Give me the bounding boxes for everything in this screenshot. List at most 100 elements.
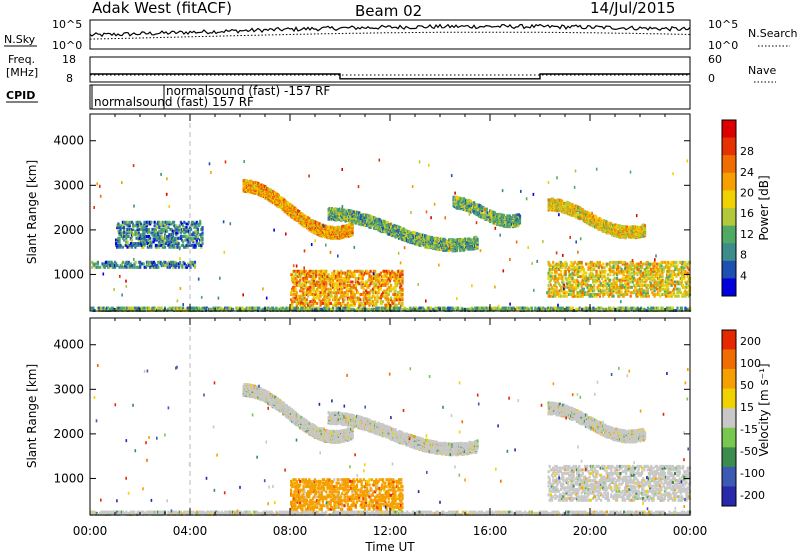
data-cell: [301, 282, 303, 285]
data-cell: [201, 226, 203, 229]
data-cell: [132, 233, 134, 236]
data-cell: [169, 266, 171, 269]
data-cell: [120, 244, 122, 247]
noise-left-label: N.Sky: [4, 33, 36, 46]
data-cell: [126, 240, 128, 243]
data-cell: [197, 228, 199, 231]
cpid-label: CPID: [6, 89, 35, 102]
data-cell: [297, 307, 299, 310]
data-cell: [296, 291, 298, 294]
data-cell: [164, 264, 166, 267]
data-cell: [139, 261, 141, 264]
data-cell: [157, 266, 159, 269]
data-cell: [167, 226, 169, 229]
data-cell: [332, 307, 334, 310]
data-cell: [183, 221, 185, 224]
freq-right-label: Nave: [748, 64, 776, 77]
data-cell: [182, 224, 184, 227]
noise-sky-line: [90, 25, 690, 37]
data-cell: [495, 307, 497, 310]
data-cell: [190, 228, 192, 231]
data-cell: [161, 228, 163, 231]
data-cell: [179, 224, 181, 227]
data-cell: [96, 266, 98, 269]
data-cell: [154, 224, 156, 227]
power-data-cells: [90, 159, 691, 312]
data-cell: [457, 307, 459, 310]
data-cell: [194, 261, 196, 264]
data-cell: [611, 308, 613, 311]
date-title: 14/Jul/2015: [590, 0, 675, 17]
data-cell: [368, 308, 370, 311]
data-cell: [408, 230, 410, 233]
data-cell: [299, 279, 301, 282]
data-cell: [653, 307, 655, 310]
data-cell: [161, 307, 163, 310]
data-cell: [156, 226, 158, 229]
data-cell: [296, 279, 298, 282]
data-cell: [117, 307, 119, 310]
data-cell: [570, 307, 572, 310]
data-cell: [166, 230, 168, 233]
data-cell: [123, 239, 125, 242]
data-cell: [140, 223, 142, 226]
data-cell: [149, 237, 151, 240]
data-cell: [182, 240, 184, 243]
noise-right-tick-top: 10^5: [708, 18, 738, 31]
data-cell: [154, 221, 156, 224]
freq-left-label-2: [MHz]: [6, 66, 38, 79]
data-cell: [431, 236, 433, 239]
station-title: Adak West (fitACF): [92, 0, 232, 17]
data-cell: [180, 235, 182, 238]
data-cell: [201, 231, 203, 234]
data-cell: [622, 307, 624, 310]
data-cell: [116, 264, 118, 267]
noise-left-tick-bottom: 10^0: [52, 39, 82, 52]
noise-right-label: N.Search: [748, 27, 798, 40]
data-cell: [470, 200, 472, 203]
data-cell: [194, 264, 196, 267]
freq-right-tick-top: 60: [708, 53, 722, 66]
data-cell: [399, 307, 401, 310]
data-cell: [150, 221, 152, 224]
data-cell: [128, 235, 130, 238]
cpid-panel: CPID normalsound (fast) 157 RF normalsou…: [6, 84, 690, 109]
data-cell: [132, 223, 134, 226]
data-cell: [148, 228, 150, 231]
data-cell: [131, 239, 133, 242]
data-cell: [575, 308, 577, 311]
noise-search-line: [90, 32, 690, 39]
data-cell: [99, 266, 101, 269]
data-cell: [201, 237, 203, 240]
data-cell: [232, 308, 234, 311]
data-cell: [168, 221, 170, 224]
freq-left-tick-top: 18: [62, 53, 76, 66]
data-cell: [172, 261, 174, 264]
data-cell: [100, 307, 102, 310]
data-cell: [123, 235, 125, 238]
frequency-panel: Freq. [MHz] 18 8 60 0 Nave: [6, 53, 776, 85]
data-cell: [146, 228, 148, 231]
data-cell: [192, 237, 194, 240]
freq-right-tick-bottom: 0: [708, 72, 715, 85]
beam-title: Beam 02: [355, 2, 422, 20]
data-cell: [496, 217, 498, 220]
data-cell: [122, 246, 124, 249]
data-cell: [138, 242, 140, 245]
data-cell: [143, 307, 145, 310]
data-cell: [643, 308, 645, 311]
data-cell: [406, 308, 408, 311]
data-cell: [123, 226, 125, 229]
data-cell: [192, 261, 194, 264]
data-cell: [676, 307, 678, 310]
data-cell: [179, 261, 181, 264]
data-cell: [494, 211, 496, 214]
freq-left-label-1: Freq.: [8, 53, 35, 66]
data-cell: [155, 244, 157, 247]
data-cell: [593, 308, 595, 311]
data-cell: [129, 221, 131, 224]
data-cell: [192, 231, 194, 234]
data-cell: [146, 235, 148, 238]
data-cell: [122, 261, 124, 264]
